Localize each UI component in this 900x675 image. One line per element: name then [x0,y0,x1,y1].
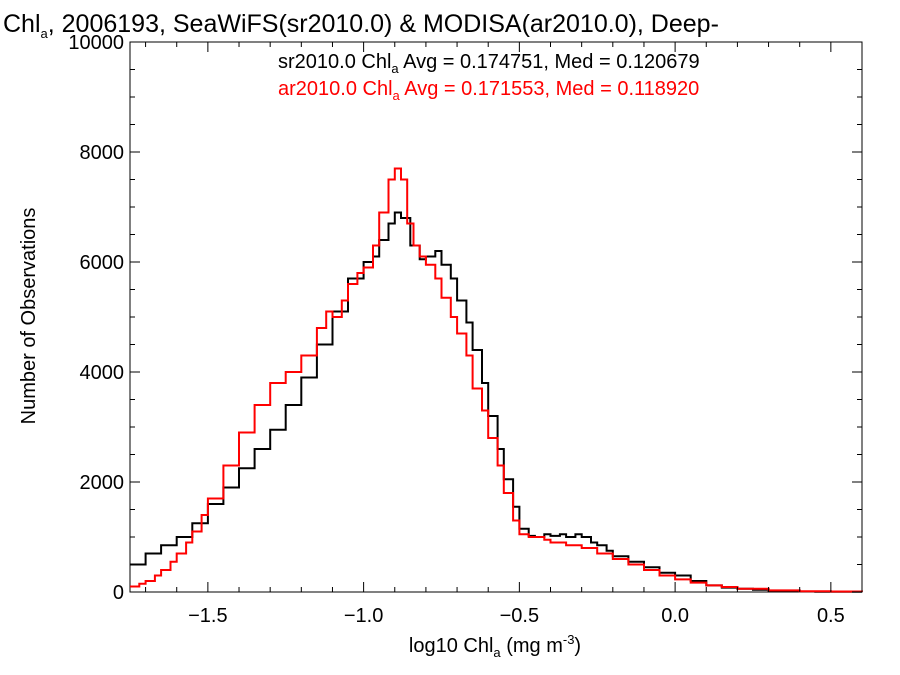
x-axis-label-sub: a [493,645,501,660]
y-tick-label-2: 4000 [80,362,125,384]
x-axis-label-mid: (mg m [501,635,563,657]
x-tick-label-1: −1.0 [344,605,383,627]
annotation-ar2010-sub: a [393,88,401,103]
y-tick-label-3: 6000 [80,252,125,274]
x-axis: −1.5 −1.0 −0.5 0.0 0.5 [145,42,863,627]
x-tick-label-0: −1.5 [188,605,227,627]
series-layer [130,167,863,593]
chart-title: Chla, 2006193, SeaWiFS(sr2010.0) & MODIS… [3,10,719,41]
annotation-sr2010-post: Avg = 0.174751, Med = 0.120679 [399,51,700,73]
y-tick-label-5: 10000 [68,32,124,54]
series-line-ar2010 [130,167,863,593]
x-tick-label-3: 0.0 [661,605,689,627]
annotation-ar2010: ar2010.0 Chla Avg = 0.171553, Med = 0.11… [278,78,699,103]
x-tick-label-2: −0.5 [500,605,539,627]
y-axis-label: Number of Observations [18,208,40,425]
annotation-sr2010-sub: a [391,61,399,76]
annotation-sr2010: sr2010.0 Chla Avg = 0.174751, Med = 0.12… [278,51,700,76]
x-axis-label-post: ) [574,635,581,657]
annotation-ar2010-pre: ar2010.0 Chl [278,78,393,100]
annotation-sr2010-pre: sr2010.0 Chl [278,51,391,73]
chart-title-post: , 2006193, SeaWiFS(sr2010.0) & MODISA(ar… [48,10,719,38]
x-tick-label-4: 0.5 [817,605,845,627]
chart-title-pre: Chl [3,10,41,38]
x-axis-label: log10 Chla (mg m-3) [409,632,581,660]
x-axis-label-sup: -3 [563,632,575,647]
y-tick-label-0: 0 [113,582,124,604]
x-axis-label-pre: log10 Chl [409,635,494,657]
plot-border [129,41,863,593]
annotation-ar2010-post: Avg = 0.171553, Med = 0.118920 [400,78,700,100]
y-tick-label-1: 2000 [80,472,125,494]
y-tick-label-4: 8000 [80,142,125,164]
y-axis: 0 2000 4000 6000 8000 10000 [68,32,862,604]
chart-title-sub: a [41,26,49,41]
series-line-sr2010 [130,211,862,593]
plot-frame [129,41,863,593]
